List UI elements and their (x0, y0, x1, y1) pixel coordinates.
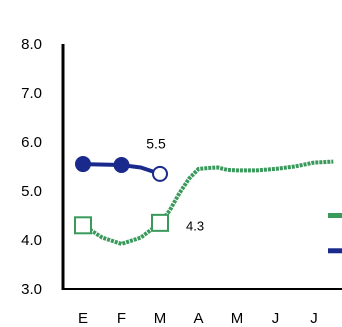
x-tick-label: F (117, 310, 126, 327)
y-tick-label: 3.0 (21, 281, 42, 298)
y-tick-label: 8.0 (21, 36, 42, 53)
y-tick-label: 5.0 (21, 183, 42, 200)
y-tick-label: 7.0 (21, 85, 42, 102)
x-tick-label: J (310, 310, 318, 327)
x-tick-label: J (272, 310, 280, 327)
y-tick-label: 6.0 (21, 134, 42, 151)
chart-axes (61, 44, 342, 290)
series-layer (74, 156, 342, 254)
data-label: 4.3 (186, 218, 204, 233)
data-label: 5.5 (146, 136, 166, 152)
data-point-marker (75, 156, 91, 173)
y-tick-labels: 3.0 4.0 5.0 6.0 7.0 8.0 (21, 36, 42, 298)
data-point-marker (152, 165, 168, 182)
y-tick-label: 4.0 (21, 232, 42, 249)
x-tick-label: A (193, 310, 203, 327)
data-point-marker (74, 216, 92, 235)
x-tick-label: M (154, 310, 167, 327)
x-tick-label: M (231, 310, 244, 327)
data-point-marker (113, 157, 130, 174)
data-labels: 5.5 4.3 (146, 136, 204, 234)
series-line (82, 162, 161, 176)
series-line (81, 159, 334, 246)
x-tick-label: E (78, 310, 88, 327)
data-point-marker (151, 213, 169, 232)
